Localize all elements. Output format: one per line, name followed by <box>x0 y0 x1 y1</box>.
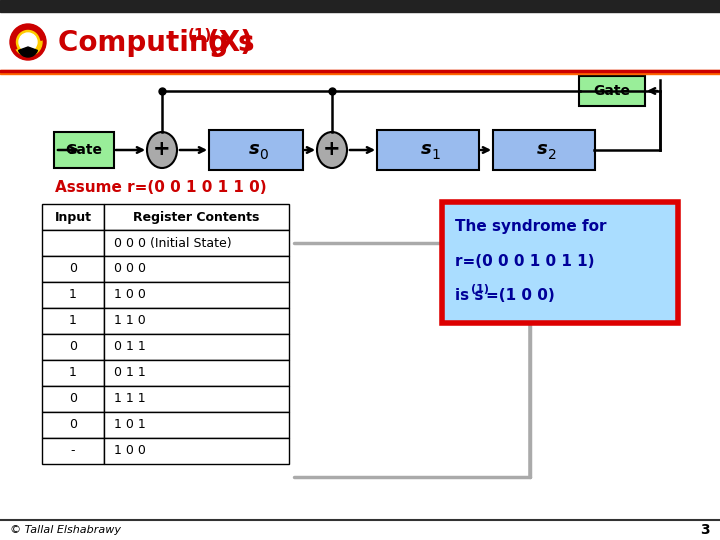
FancyBboxPatch shape <box>377 130 479 170</box>
Text: 0: 0 <box>69 393 77 406</box>
Bar <box>0 520 720 540</box>
Text: 1: 1 <box>69 288 77 301</box>
Text: 1: 1 <box>431 148 441 162</box>
Text: Assume r=(0 0 1 0 1 1 0): Assume r=(0 0 1 0 1 1 0) <box>55 180 266 195</box>
Text: 1: 1 <box>69 367 77 380</box>
Bar <box>42 360 104 386</box>
Text: Gate: Gate <box>593 84 631 98</box>
Text: s: s <box>536 140 547 158</box>
Bar <box>104 256 289 282</box>
Bar <box>104 204 289 230</box>
Text: Register Contents: Register Contents <box>133 211 260 224</box>
Text: 0: 0 <box>69 418 77 431</box>
Bar <box>0 0 720 12</box>
Text: is s: is s <box>455 287 483 302</box>
Text: 3: 3 <box>701 523 710 537</box>
Ellipse shape <box>317 132 347 168</box>
Text: 1 0 1: 1 0 1 <box>114 418 145 431</box>
Text: Computing s: Computing s <box>58 29 255 57</box>
Text: 1 1 0: 1 1 0 <box>114 314 145 327</box>
Text: (X): (X) <box>207 29 254 57</box>
Ellipse shape <box>147 132 177 168</box>
Text: Input: Input <box>55 211 91 224</box>
Bar <box>104 230 289 256</box>
Bar <box>104 334 289 360</box>
Bar <box>42 438 104 464</box>
FancyBboxPatch shape <box>442 202 678 323</box>
Text: 0 1 1: 0 1 1 <box>114 367 145 380</box>
Bar <box>104 360 289 386</box>
Bar <box>0 70 720 72</box>
Text: (1): (1) <box>188 28 212 43</box>
Bar <box>42 204 104 230</box>
Text: © Tallal Elshabrawy: © Tallal Elshabrawy <box>10 525 121 535</box>
Bar <box>104 308 289 334</box>
Text: 1 0 0: 1 0 0 <box>114 288 146 301</box>
FancyBboxPatch shape <box>579 76 645 106</box>
Text: (1): (1) <box>471 284 489 294</box>
Text: =(1 0 0): =(1 0 0) <box>486 287 554 302</box>
Text: 0: 0 <box>69 262 77 275</box>
Text: 0: 0 <box>260 148 269 162</box>
Bar <box>42 282 104 308</box>
Bar <box>42 308 104 334</box>
Bar <box>104 282 289 308</box>
Bar <box>42 412 104 438</box>
Circle shape <box>14 28 42 56</box>
Bar <box>104 412 289 438</box>
Text: 0: 0 <box>69 341 77 354</box>
Text: 1 1 1: 1 1 1 <box>114 393 145 406</box>
Bar <box>42 256 104 282</box>
Text: s: s <box>248 140 259 158</box>
Text: 0 0 0 (Initial State): 0 0 0 (Initial State) <box>114 237 232 249</box>
Text: Gate: Gate <box>66 143 102 157</box>
Bar <box>0 12 720 72</box>
Text: 2: 2 <box>548 148 557 162</box>
Bar <box>42 230 104 256</box>
Circle shape <box>10 24 46 60</box>
Text: -: - <box>71 444 76 457</box>
Bar <box>104 438 289 464</box>
Text: s: s <box>420 140 431 158</box>
Text: 0 0 0: 0 0 0 <box>114 262 146 275</box>
FancyBboxPatch shape <box>209 130 303 170</box>
FancyBboxPatch shape <box>54 132 114 168</box>
Text: +: + <box>323 139 341 159</box>
Bar <box>42 334 104 360</box>
Text: 0 1 1: 0 1 1 <box>114 341 145 354</box>
Text: 1 0 0: 1 0 0 <box>114 444 146 457</box>
Bar <box>0 70 720 74</box>
Circle shape <box>19 33 37 51</box>
Bar <box>104 386 289 412</box>
Bar <box>42 386 104 412</box>
FancyBboxPatch shape <box>493 130 595 170</box>
Text: The syndrome for: The syndrome for <box>455 219 606 234</box>
Wedge shape <box>19 47 37 57</box>
Text: +: + <box>153 139 171 159</box>
Text: r=(0 0 0 1 0 1 1): r=(0 0 0 1 0 1 1) <box>455 253 595 268</box>
Text: 1: 1 <box>69 314 77 327</box>
